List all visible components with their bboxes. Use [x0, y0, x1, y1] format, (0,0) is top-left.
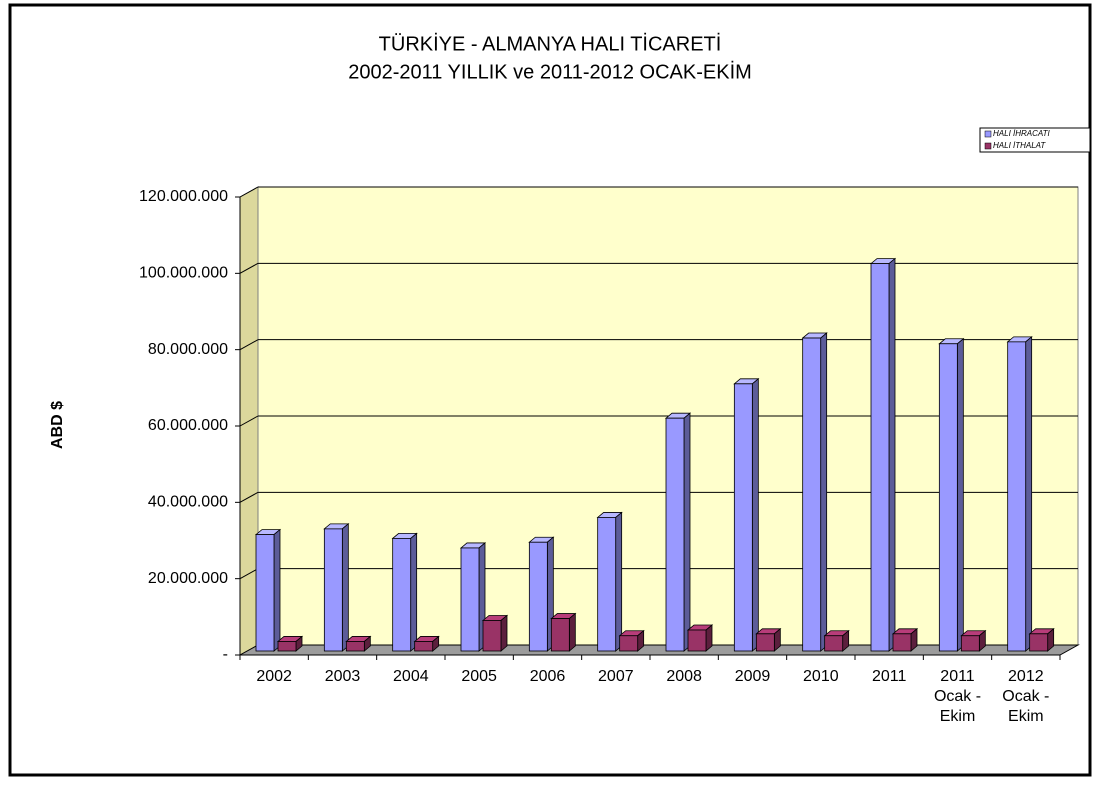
bar: [528, 541, 548, 652]
bar-side: [705, 624, 713, 652]
bar: [1007, 341, 1027, 652]
y-tick-label: 120.000.000: [139, 188, 228, 205]
bar: [824, 635, 844, 652]
bar-side: [1025, 335, 1033, 652]
grid-line: [239, 186, 259, 198]
bar-side: [956, 337, 964, 652]
x-tick-label: 2008: [666, 668, 702, 685]
y-tick-label: 40.000.000: [148, 494, 228, 511]
bar-side: [341, 523, 349, 652]
x-tick-label: 2012 Ocak - Ekim: [1002, 668, 1050, 725]
x-tick-label: 2003: [324, 668, 361, 685]
bar-side: [273, 528, 281, 652]
grid-line: [239, 339, 259, 351]
x-tick-label: 2005: [461, 668, 497, 685]
x-tick-label: 2004: [393, 668, 429, 685]
bar-side: [410, 532, 418, 652]
legend-box: [979, 127, 1091, 153]
x-tick-label: 2002: [256, 668, 292, 685]
bar-side: [683, 412, 691, 652]
legend-swatch: [984, 130, 992, 138]
bar: [938, 343, 958, 652]
grid-line: [239, 262, 259, 274]
bar: [345, 641, 365, 652]
bar: [892, 633, 912, 652]
x-tick-label: 2010: [803, 668, 839, 685]
y-tick-label: -: [223, 646, 228, 663]
grid-line: [239, 568, 259, 580]
bar: [392, 538, 412, 652]
x-tick-label: 2007: [598, 668, 634, 685]
grid-line: [239, 415, 259, 427]
legend-label: HALI İHRACATI: [993, 129, 1051, 138]
legend-swatch: [984, 142, 992, 150]
y-tick-label: 80.000.000: [148, 341, 228, 358]
bar: [755, 633, 775, 652]
bar-side: [500, 614, 508, 652]
bar: [870, 263, 890, 652]
bar: [323, 528, 343, 652]
grid-line: [239, 491, 259, 503]
chart-title: TÜRKİYE - ALMANYA HALI TİCARETİ: [379, 32, 722, 55]
bar-side: [568, 612, 576, 652]
x-tick-label: 2011: [871, 668, 907, 685]
bar: [665, 417, 685, 652]
bar: [619, 635, 639, 652]
legend-label: HALI İTHALAT: [993, 141, 1046, 150]
bar-side: [751, 377, 759, 652]
bar: [597, 517, 617, 652]
y-axis-label: ABD $: [49, 401, 66, 449]
bar: [1029, 633, 1049, 652]
chart-subtitle: 2002-2011 YILLIK ve 2011-2012 OCAK-EKİM: [348, 60, 752, 83]
bar: [550, 618, 570, 652]
bar: [277, 641, 297, 652]
y-tick-label: 20.000.000: [148, 570, 228, 587]
y-tick-label: 100.000.000: [139, 265, 228, 282]
bar: [687, 629, 707, 652]
x-tick-label: 2006: [529, 668, 566, 685]
x-tick-label: 2011 Ocak - Ekim: [933, 668, 982, 725]
bar: [802, 337, 822, 652]
x-tick-label: 2009: [734, 668, 771, 685]
bar: [414, 641, 434, 652]
bar-side: [820, 332, 828, 652]
y-tick-label: 60.000.000: [148, 417, 228, 434]
bar: [960, 635, 980, 652]
bar: [255, 534, 275, 652]
bar: [482, 620, 502, 652]
bar-side: [888, 257, 896, 652]
bar: [460, 547, 480, 652]
bar-side: [615, 511, 623, 652]
bar: [733, 383, 753, 652]
